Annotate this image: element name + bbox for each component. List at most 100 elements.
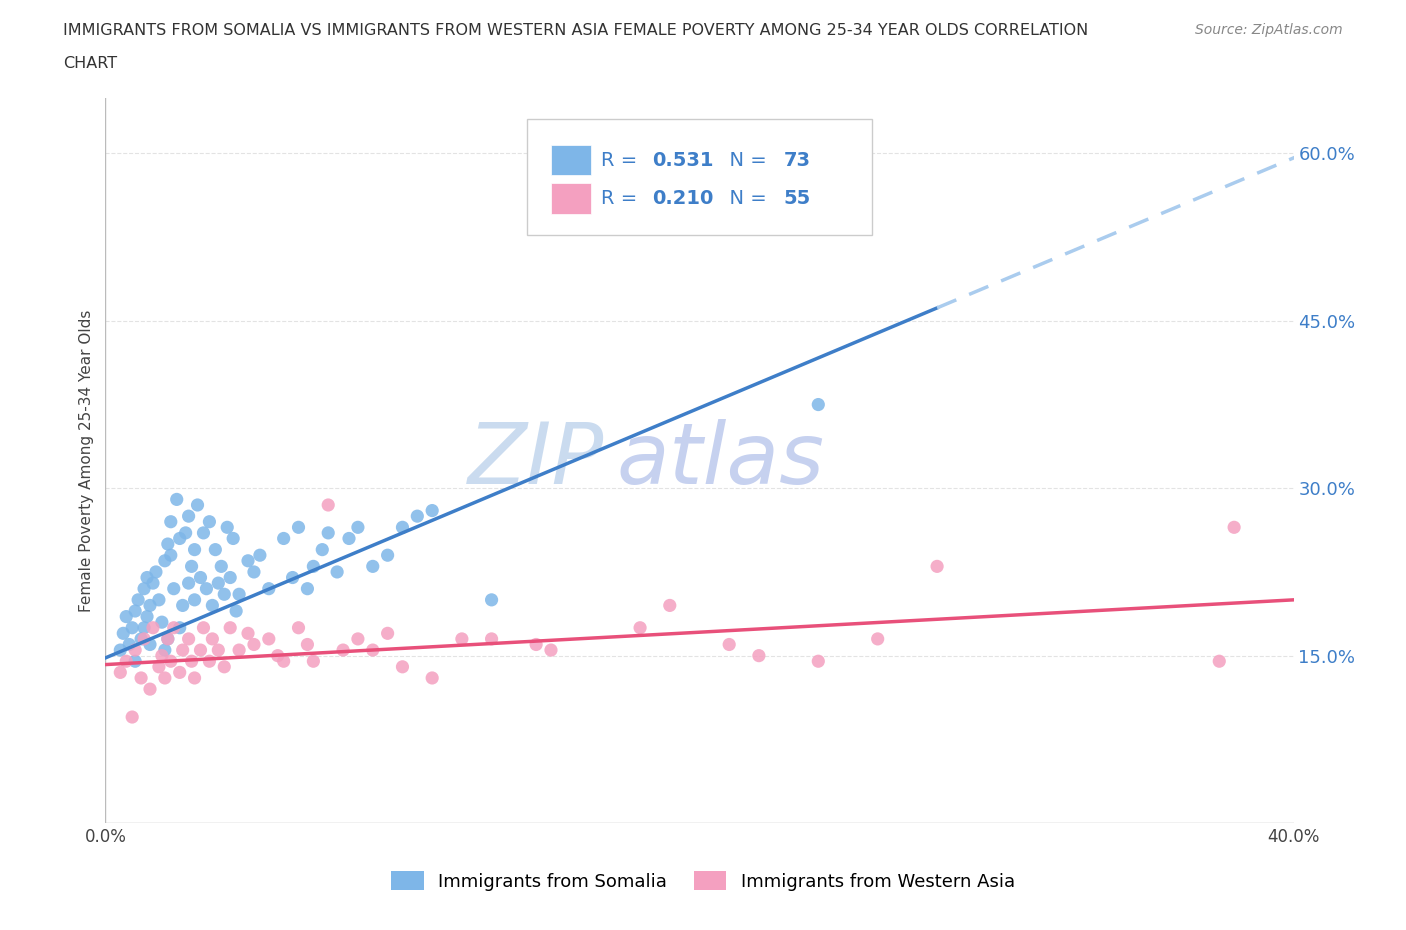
Point <box>658 598 681 613</box>
Point <box>169 665 191 680</box>
Point <box>198 514 221 529</box>
Text: ZIP: ZIP <box>468 418 605 502</box>
FancyBboxPatch shape <box>551 183 592 214</box>
Text: N =: N = <box>717 151 773 169</box>
Point <box>142 620 165 635</box>
Text: 0.210: 0.210 <box>652 189 713 208</box>
Point <box>145 565 167 579</box>
Point <box>110 665 132 680</box>
Point <box>302 559 325 574</box>
Point <box>524 637 547 652</box>
Point <box>267 648 290 663</box>
Text: R =: R = <box>600 189 644 208</box>
Point <box>228 587 250 602</box>
Point <box>311 542 333 557</box>
Point <box>866 631 889 646</box>
Point <box>163 620 186 635</box>
Point <box>257 581 280 596</box>
Point <box>163 581 186 596</box>
Legend: Immigrants from Somalia, Immigrants from Western Asia: Immigrants from Somalia, Immigrants from… <box>384 863 1022 897</box>
Point <box>420 671 443 685</box>
Text: 0.531: 0.531 <box>652 151 713 169</box>
Point <box>136 570 159 585</box>
Point <box>183 592 205 607</box>
Point <box>481 631 503 646</box>
Point <box>748 648 770 663</box>
Point <box>169 531 191 546</box>
Point <box>121 710 143 724</box>
Text: N =: N = <box>717 189 773 208</box>
Point <box>193 620 215 635</box>
Point <box>297 581 319 596</box>
Point <box>628 620 651 635</box>
Point <box>361 643 384 658</box>
Point <box>156 631 179 646</box>
Point <box>222 531 245 546</box>
Point <box>927 559 949 574</box>
Point <box>257 631 280 646</box>
Point <box>172 643 194 658</box>
Point <box>316 498 339 512</box>
Point <box>136 609 159 624</box>
Point <box>183 542 205 557</box>
Point <box>337 531 360 546</box>
Point <box>287 620 309 635</box>
Point <box>139 637 162 652</box>
Point <box>347 520 370 535</box>
Point <box>332 643 354 658</box>
Point <box>201 631 224 646</box>
Point <box>718 637 741 652</box>
Text: IMMIGRANTS FROM SOMALIA VS IMMIGRANTS FROM WESTERN ASIA FEMALE POVERTY AMONG 25-: IMMIGRANTS FROM SOMALIA VS IMMIGRANTS FR… <box>63 23 1088 38</box>
Point <box>302 654 325 669</box>
Point <box>807 397 830 412</box>
Point <box>450 631 472 646</box>
Point <box>420 503 443 518</box>
Point <box>391 520 413 535</box>
Point <box>150 615 173 630</box>
Point <box>1341 174 1364 189</box>
Point <box>281 570 304 585</box>
Point <box>177 509 200 524</box>
Point <box>115 654 138 669</box>
Point <box>377 626 399 641</box>
Point <box>209 559 232 574</box>
Point <box>406 509 429 524</box>
Point <box>807 654 830 669</box>
Point <box>159 548 181 563</box>
Point <box>112 626 135 641</box>
Point <box>1208 654 1230 669</box>
Point <box>243 637 266 652</box>
Point <box>159 654 181 669</box>
Point <box>156 631 179 646</box>
Point <box>177 576 200 591</box>
Text: Source: ZipAtlas.com: Source: ZipAtlas.com <box>1195 23 1343 37</box>
Point <box>225 604 247 618</box>
Point <box>297 637 319 652</box>
Point <box>177 631 200 646</box>
Point <box>481 592 503 607</box>
Point <box>153 643 176 658</box>
Point <box>180 559 202 574</box>
Point <box>132 581 155 596</box>
Point <box>243 565 266 579</box>
Point <box>174 525 197 540</box>
Point <box>273 531 295 546</box>
Text: 73: 73 <box>783 151 811 169</box>
Point <box>190 570 212 585</box>
Point <box>273 654 295 669</box>
Point <box>540 643 562 658</box>
Point <box>153 671 176 685</box>
Point <box>121 620 143 635</box>
Point <box>201 598 224 613</box>
Point <box>110 643 132 658</box>
Point <box>287 520 309 535</box>
Point <box>219 570 242 585</box>
Point <box>127 592 149 607</box>
Point <box>118 637 141 652</box>
Point <box>214 659 236 674</box>
Point <box>249 548 271 563</box>
Point <box>124 604 146 618</box>
Point <box>228 643 250 658</box>
Point <box>207 576 229 591</box>
FancyBboxPatch shape <box>527 119 872 235</box>
